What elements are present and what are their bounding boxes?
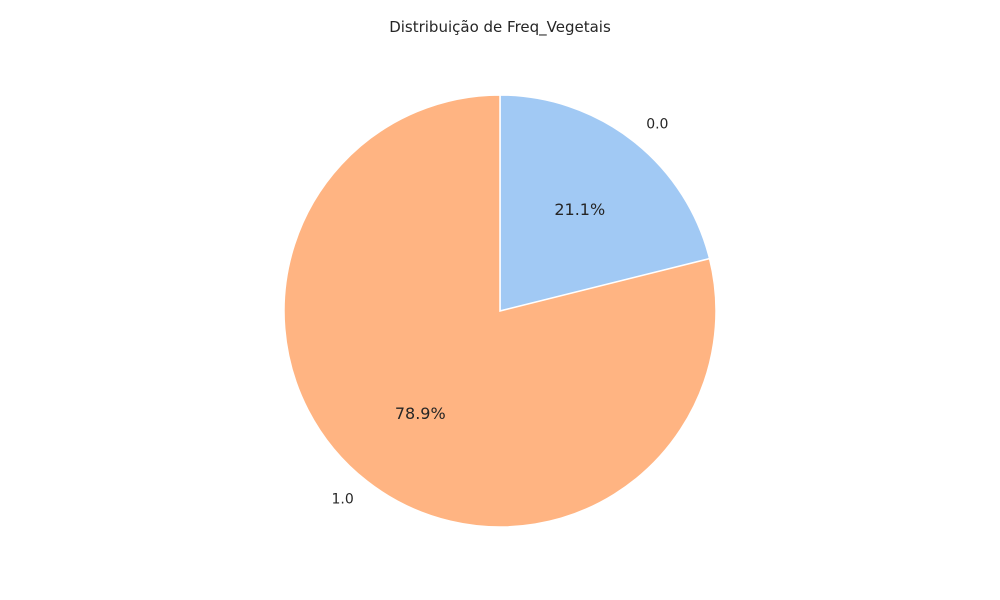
pie-slice-1-0 xyxy=(283,94,717,528)
slice-category-label: 1.0 xyxy=(332,491,354,507)
pie-slices xyxy=(283,94,717,528)
pie-slice-0-0 xyxy=(499,94,711,312)
pie-labels: 0.0 21.1% 1.0 78.9% xyxy=(332,117,669,508)
slice-category-label: 0.0 xyxy=(646,117,668,133)
chart-title: Distribuição de Freq_Vegetais xyxy=(389,18,611,37)
slice-percent-label: 78.9% xyxy=(395,404,446,423)
slice-percent-label: 21.1% xyxy=(554,200,605,219)
